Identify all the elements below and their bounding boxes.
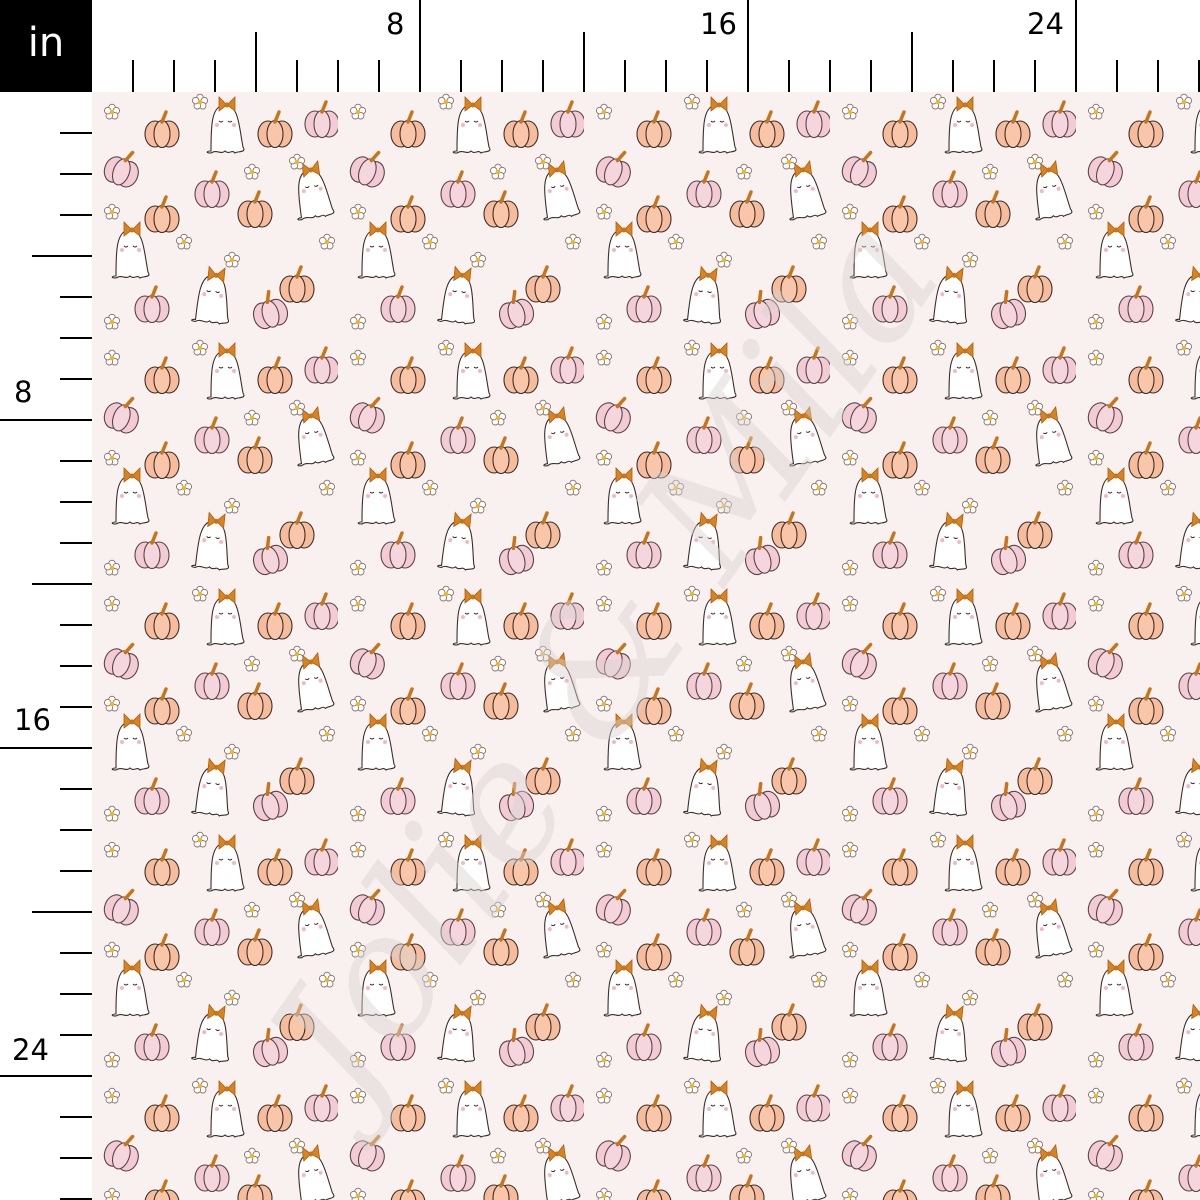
- unit-label: in: [0, 0, 92, 92]
- left-ruler-label-16: 16: [14, 703, 51, 737]
- top-ruler-label-16: 16: [700, 7, 737, 41]
- left-ruler-label-8: 8: [14, 375, 33, 409]
- pattern-fill: [92, 92, 1200, 1200]
- top-ruler-label-8: 8: [386, 7, 405, 41]
- fabric-pattern: Jolie & Mila: [92, 92, 1200, 1200]
- left-ruler-label-24: 24: [12, 1033, 49, 1067]
- top-ruler-label-24: 24: [1027, 7, 1064, 41]
